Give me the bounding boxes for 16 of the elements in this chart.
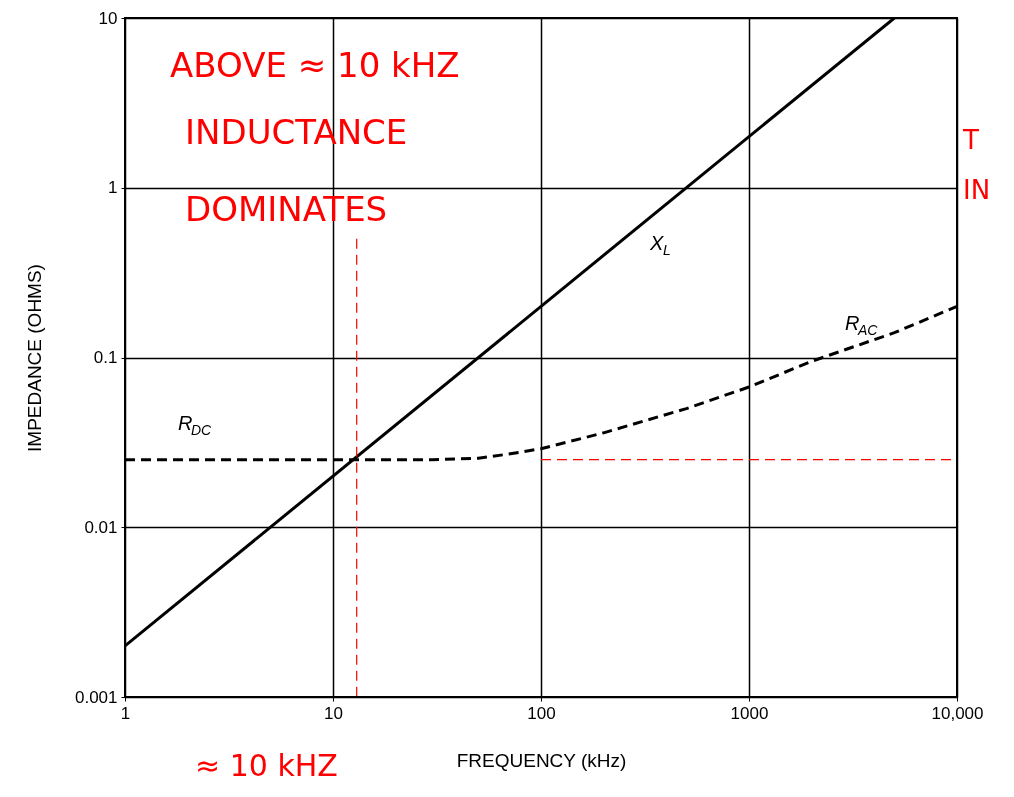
text: ≈ 10 kHZ: [195, 748, 338, 783]
text: IN: [963, 175, 991, 205]
x-tick-label: 10,000: [931, 703, 984, 723]
text: T: [962, 125, 979, 155]
x-tick-label: 10: [324, 703, 343, 723]
x-tick-label: 1000: [730, 703, 769, 723]
y-tick-label: 0.001: [74, 687, 118, 707]
x-tick-label: 100: [527, 703, 556, 723]
y-tick-label: 10: [98, 8, 118, 28]
y-tick-label: 1: [108, 178, 118, 198]
y-tick-label: 0.01: [84, 517, 118, 537]
x-tick-label: 1: [120, 703, 131, 723]
annotation: ABOVE ≈ 10 kHZ: [170, 45, 460, 85]
x-axis-title: FREQUENCY (kHz): [456, 749, 627, 771]
y-tick-label: 0.1: [93, 348, 118, 367]
y-axis-title: IMPEDANCE (OHMS): [23, 264, 45, 452]
